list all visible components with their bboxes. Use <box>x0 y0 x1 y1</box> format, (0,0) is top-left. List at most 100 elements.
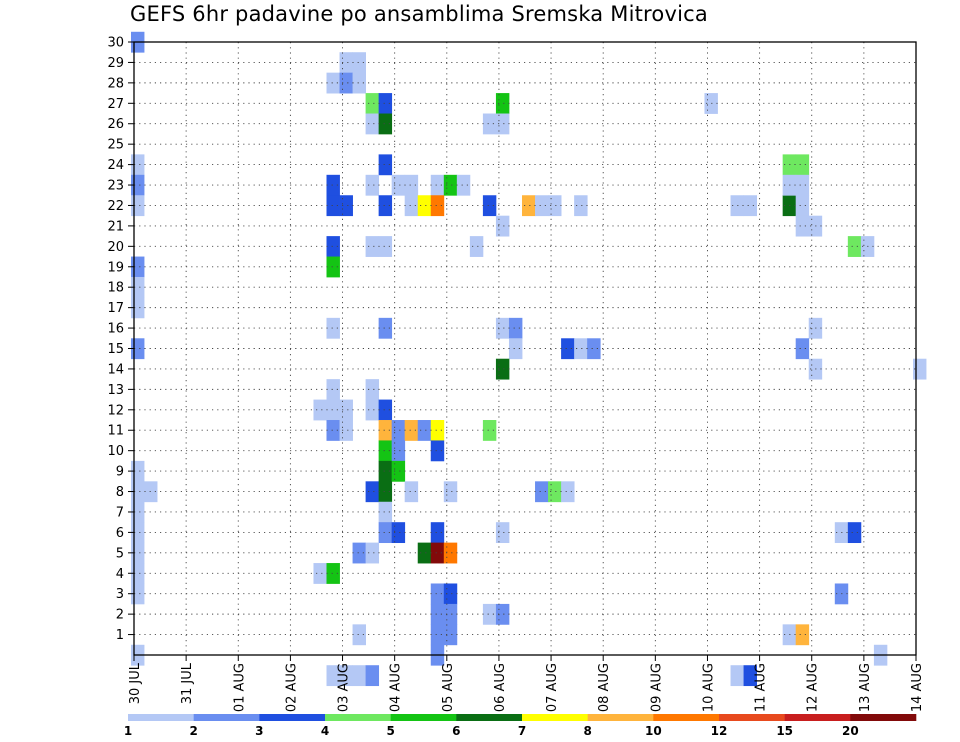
colorbar: 1 2 3 4 5 6 7 8 10 12 15 20 <box>124 714 917 738</box>
precip-cell <box>482 420 497 441</box>
precip-cell <box>495 522 510 544</box>
x-tick-label: 07 AUG <box>545 663 560 712</box>
precip-cell <box>495 215 510 237</box>
x-tick-label: 01 AUG <box>232 663 247 712</box>
colorbar-swatch <box>390 714 457 721</box>
precip-cell <box>548 195 562 217</box>
cells-layer <box>131 31 927 687</box>
precip-cell <box>795 215 810 237</box>
precip-cell <box>326 665 340 687</box>
precip-cell <box>730 665 744 687</box>
precip-cell <box>391 522 406 544</box>
y-tick-label: 10 <box>107 444 124 459</box>
precip-cell <box>391 440 406 462</box>
precip-cell <box>743 665 757 687</box>
precip-cell <box>326 174 340 196</box>
precip-cell <box>378 399 393 421</box>
precip-cell <box>847 236 862 257</box>
x-tick-label: 06 AUG <box>493 663 508 712</box>
colorbar-swatch <box>850 714 917 721</box>
precip-cell <box>378 236 393 257</box>
colorbar-label: 20 <box>842 724 859 738</box>
precip-cell <box>574 338 588 360</box>
precip-cell <box>430 420 445 441</box>
precip-cell <box>378 113 393 135</box>
precip-cell <box>482 195 497 217</box>
x-tick-label: 31 JUL <box>180 662 195 704</box>
precip-cell <box>417 195 432 217</box>
y-tick-label: 6 <box>116 526 124 541</box>
precip-cell <box>495 358 510 380</box>
precip-cell <box>430 174 445 196</box>
colorbar-swatch <box>456 714 523 721</box>
y-tick-label: 23 <box>107 179 124 194</box>
precip-cell <box>313 563 327 584</box>
precip-cell <box>522 195 536 217</box>
colorbar-swatch <box>193 714 260 721</box>
colorbar-swatch <box>325 714 391 721</box>
precip-cell <box>561 338 575 360</box>
precip-cell <box>378 195 393 217</box>
precip-cell <box>352 52 366 74</box>
colorbar-label: 7 <box>518 724 526 738</box>
precip-cell <box>352 624 366 646</box>
y-tick-label: 8 <box>116 485 124 500</box>
precip-cell <box>430 522 445 544</box>
colorbar-label: 8 <box>583 724 591 738</box>
precip-cell <box>404 481 419 503</box>
y-tick-label: 11 <box>107 424 124 439</box>
precip-cell <box>339 665 353 687</box>
x-tick-label: 09 AUG <box>649 663 664 712</box>
precip-cell <box>430 603 445 625</box>
precip-cell <box>365 236 380 257</box>
precip-cell <box>378 420 393 441</box>
x-tick-label: 11 AUG <box>754 663 769 712</box>
precip-cell <box>378 93 393 114</box>
precip-cell <box>365 113 380 135</box>
precip-cell <box>795 338 810 360</box>
precip-cell <box>847 522 862 544</box>
precip-cell <box>795 174 810 196</box>
precip-cell <box>535 195 549 217</box>
colorbar-swatch <box>653 714 720 721</box>
colorbar-label: 2 <box>189 724 197 738</box>
precip-cell <box>326 399 340 421</box>
precip-cell <box>365 379 380 400</box>
precip-cell <box>326 256 340 278</box>
y-tick-label: 24 <box>107 158 124 173</box>
y-tick-label: 2 <box>116 608 124 623</box>
x-tick-label: 10 AUG <box>701 663 716 712</box>
precip-cell <box>378 440 393 462</box>
precip-cell <box>326 236 340 257</box>
y-ticks: 1234567891011121314151617181920212223242… <box>107 36 134 643</box>
x-tick-label: 30 JUL <box>128 662 143 704</box>
precip-cell <box>495 317 510 339</box>
precip-cell <box>430 195 445 217</box>
precip-cell <box>443 603 458 625</box>
y-tick-label: 17 <box>107 301 124 316</box>
precip-cell <box>326 195 340 217</box>
y-tick-label: 7 <box>116 505 124 520</box>
precip-cell <box>352 542 366 564</box>
precip-cell <box>561 481 575 503</box>
precip-cell <box>417 420 432 441</box>
precip-cell <box>443 174 458 196</box>
x-tick-label: 08 AUG <box>597 663 612 712</box>
colorbar-label: 6 <box>452 724 460 738</box>
precip-cell <box>365 542 380 564</box>
y-tick-label: 5 <box>116 546 124 561</box>
precip-cell <box>417 542 432 564</box>
precip-cell <box>352 665 366 687</box>
precip-cell <box>495 113 510 135</box>
precip-cell <box>326 563 340 584</box>
y-tick-label: 29 <box>107 56 124 71</box>
y-tick-label: 9 <box>116 465 124 480</box>
precip-cell <box>574 195 588 217</box>
precip-cell <box>430 542 445 564</box>
precip-cell <box>704 93 718 114</box>
precip-cell <box>443 542 458 564</box>
y-tick-label: 1 <box>116 628 124 643</box>
y-tick-label: 15 <box>107 342 124 357</box>
y-tick-label: 3 <box>116 587 124 602</box>
precip-cell <box>482 113 497 135</box>
